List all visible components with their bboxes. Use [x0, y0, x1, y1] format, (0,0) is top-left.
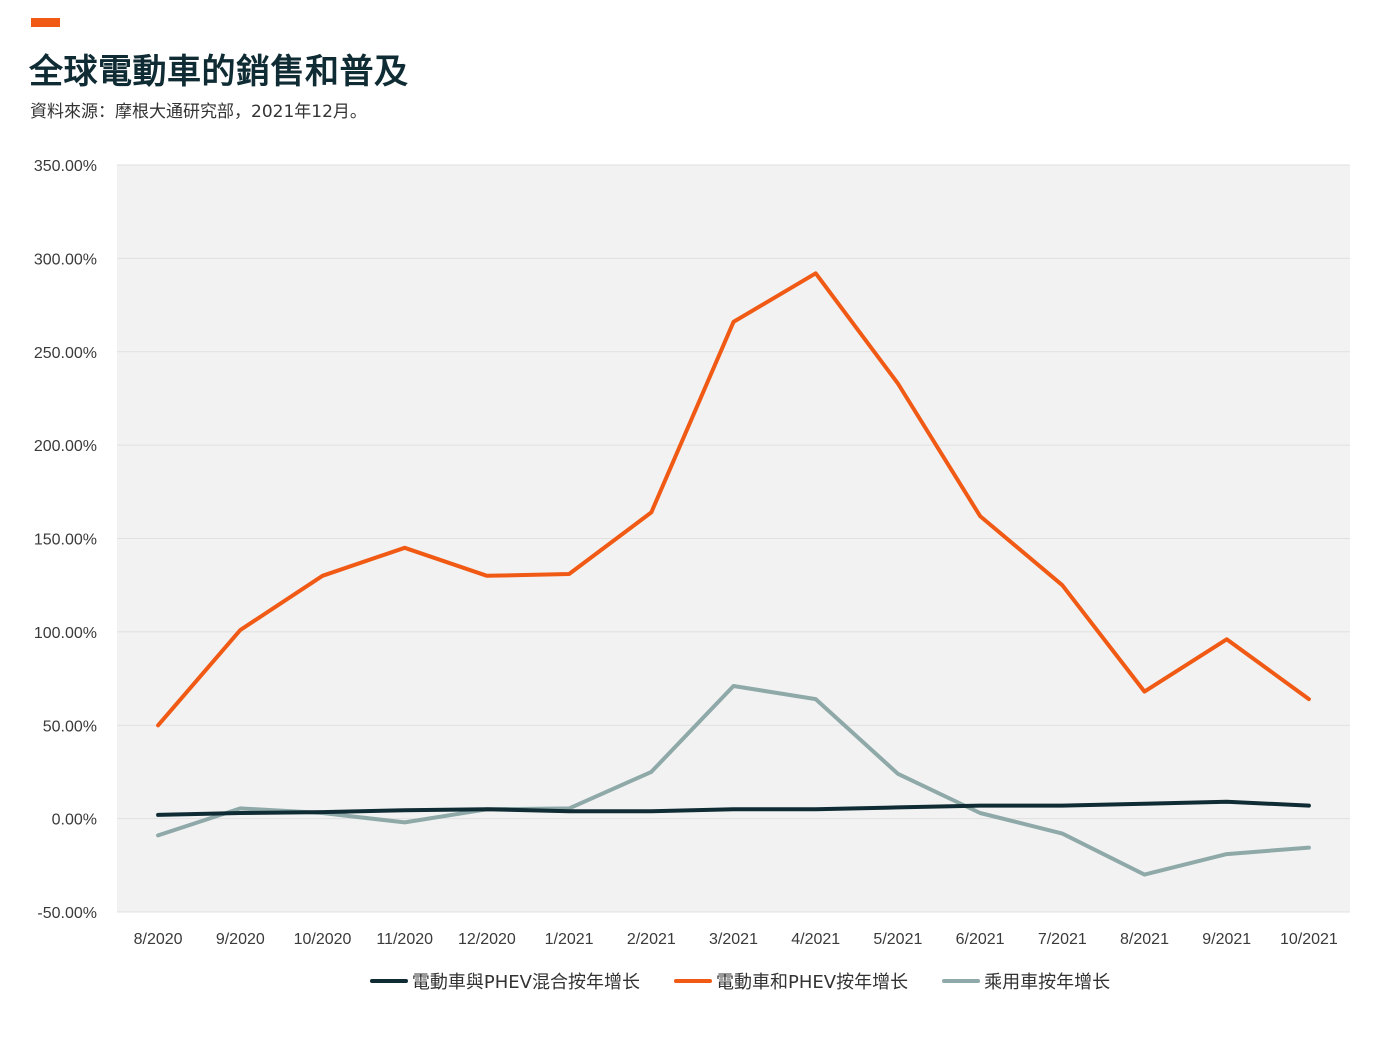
y-tick-label: 50.00%	[43, 718, 97, 735]
y-tick-label: 350.00%	[34, 158, 97, 175]
legend-label-passenger: 乘用車按年增长	[984, 972, 1111, 993]
x-tick-label: 10/2021	[1280, 931, 1338, 948]
x-axis-ticks: 8/2020 9/2020 10/2020 11/2020 12/2020 1/2021 2…	[134, 931, 1338, 948]
accent-bar	[31, 18, 60, 27]
x-tick-label: 1/2021	[545, 931, 594, 948]
legend-item-passenger[interactable]: 乘用車按年增长	[942, 968, 1110, 994]
x-tick-label: 8/2020	[134, 931, 183, 948]
y-tick-label: 0.00%	[52, 812, 97, 829]
series-lines	[156, 271, 1311, 877]
x-tick-label: 8/2021	[1120, 931, 1169, 948]
y-tick-label: 250.00%	[34, 345, 97, 362]
legend-swatch-passenger	[942, 979, 981, 983]
legend-item-ev-phev-mixed[interactable]: 電動車與PHEV混合按年增长	[369, 968, 640, 994]
legend: 電動車與PHEV混合按年增长 電動車和PHEV按年增长 乘用車按年增长	[0, 968, 1400, 994]
x-tick-label: 9/2021	[1202, 931, 1251, 948]
x-tick-label: 3/2021	[709, 931, 758, 948]
source-note: 資料來源：摩根大通研究部，2021年12月。	[30, 102, 367, 122]
line-chart: -50.00% 0.00% 50.00% 100.00% 150.00% 200.00% 2…	[34, 158, 1350, 948]
x-tick-label: 11/2020	[376, 931, 433, 948]
x-tick-label: 7/2021	[1038, 931, 1087, 948]
legend-item-ev-phev[interactable]: 電動車和PHEV按年增长	[674, 968, 908, 994]
y-tick-label: 300.00%	[34, 251, 97, 268]
legend-label-ev-phev: 電動車和PHEV按年增长	[716, 972, 909, 993]
series-line-passenger	[156, 684, 1311, 877]
legend-swatch-ev-phev	[674, 979, 712, 983]
x-tick-label: 5/2021	[873, 931, 922, 948]
x-tick-label: 6/2021	[956, 931, 1005, 948]
legend-swatch-ev-phev-mixed	[369, 979, 408, 983]
legend-label-ev-phev-mixed: 電動車與PHEV混合按年增长	[411, 972, 640, 993]
x-tick-label: 4/2021	[791, 931, 840, 948]
chart-title: 全球電動車的銷售和普及	[29, 52, 409, 92]
gridlines	[117, 164, 1350, 913]
x-tick-label: 9/2020	[216, 931, 265, 948]
x-tick-label: 12/2020	[458, 931, 516, 948]
x-tick-label: 2/2021	[627, 931, 676, 948]
y-tick-label: 150.00%	[34, 532, 97, 549]
x-tick-label: 10/2020	[294, 931, 352, 948]
y-axis-ticks: -50.00% 0.00% 50.00% 100.00% 150.00% 200.00% 2…	[34, 158, 97, 922]
y-tick-label: 100.00%	[34, 625, 97, 642]
series-line-ev-phev	[156, 271, 1311, 728]
series-line-ev-phev-mixed	[156, 799, 1311, 817]
y-tick-label: 200.00%	[34, 438, 97, 455]
y-tick-label: -50.00%	[37, 905, 97, 922]
